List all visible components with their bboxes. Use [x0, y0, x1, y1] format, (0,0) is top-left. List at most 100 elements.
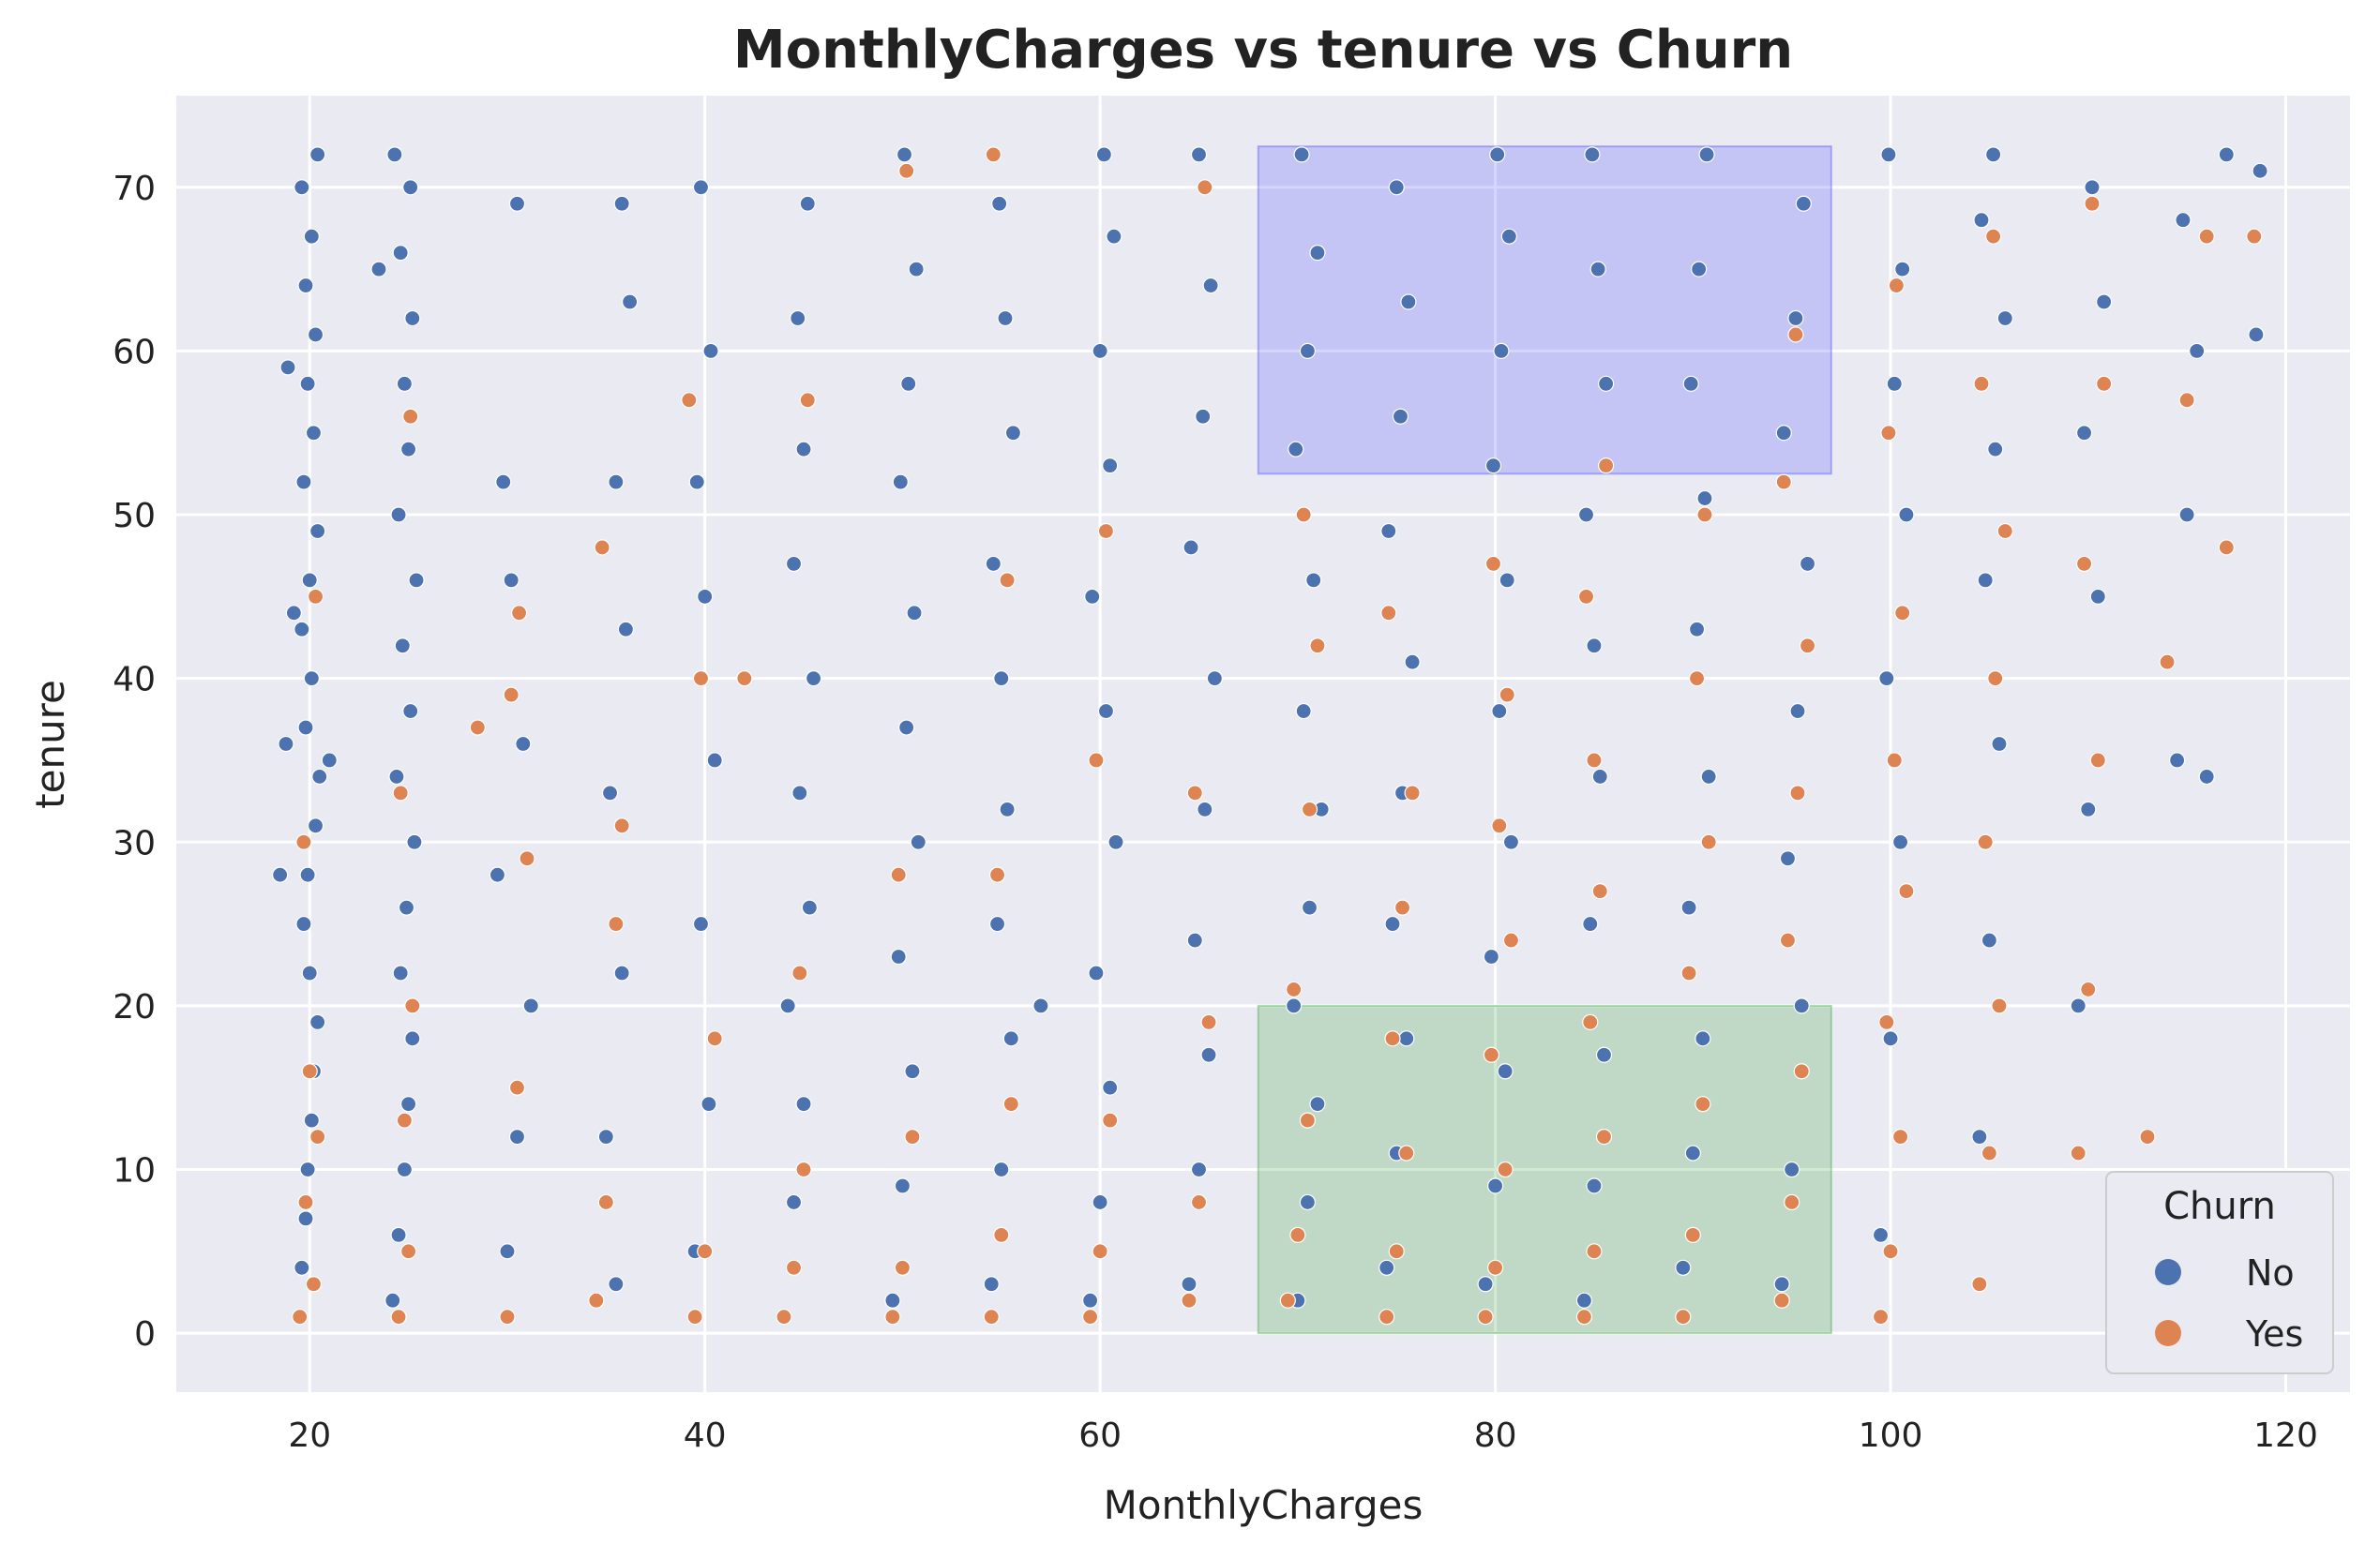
- data-point-no: [1400, 293, 1417, 310]
- data-point-no: [1680, 899, 1697, 916]
- data-point-no: [309, 522, 326, 540]
- y-tick-label: 0: [134, 1315, 156, 1354]
- data-point-no: [1102, 457, 1119, 474]
- data-point-no: [1293, 146, 1310, 163]
- data-point-yes: [988, 866, 1006, 883]
- x-tick-label: 60: [1078, 1417, 1122, 1455]
- data-point-no: [1299, 1193, 1317, 1211]
- data-point-yes: [2218, 539, 2235, 556]
- data-point-no: [1398, 1030, 1415, 1047]
- data-point-no: [295, 915, 312, 933]
- data-point-no: [900, 375, 917, 392]
- data-point-yes: [1985, 228, 2002, 245]
- data-point-yes: [1404, 785, 1421, 802]
- data-point-no: [1700, 768, 1717, 786]
- data-point-no: [1388, 179, 1405, 196]
- data-point-yes: [985, 146, 1002, 163]
- data-point-no: [1206, 670, 1223, 687]
- data-point-no: [1092, 342, 1108, 360]
- data-point-no: [1004, 425, 1022, 442]
- data-point-no: [1985, 146, 2002, 163]
- data-point-yes: [2096, 375, 2113, 392]
- highlight-region-low-tenure-band: [1257, 1004, 1832, 1335]
- data-point-yes: [1779, 932, 1797, 949]
- data-point-no: [295, 473, 312, 490]
- data-point-yes: [1894, 605, 1911, 622]
- data-point-yes: [1789, 785, 1806, 802]
- data-point-no: [1186, 932, 1203, 949]
- data-point-no: [2096, 293, 2113, 310]
- data-point-no: [1305, 572, 1322, 589]
- data-point-no: [390, 506, 407, 523]
- data-point-yes: [1991, 997, 2008, 1014]
- y-tick-label: 50: [113, 497, 156, 535]
- data-point-no: [406, 833, 423, 850]
- data-point-no: [790, 309, 806, 327]
- data-point-no: [1977, 572, 1994, 589]
- y-tick-label: 70: [113, 170, 156, 208]
- data-point-no: [508, 1128, 526, 1146]
- data-point-yes: [2178, 392, 2195, 409]
- data-point-yes: [1384, 1030, 1401, 1047]
- data-point-yes: [736, 670, 753, 687]
- data-point-no: [697, 588, 714, 605]
- data-point-no: [1698, 146, 1715, 163]
- data-point-yes: [898, 162, 915, 179]
- y-tick-label: 10: [113, 1152, 156, 1191]
- data-point-yes: [1002, 1096, 1019, 1113]
- data-point-no: [394, 637, 411, 654]
- data-point-no: [499, 1243, 516, 1260]
- data-point-no: [1589, 261, 1606, 277]
- data-point-no: [1286, 997, 1303, 1014]
- data-point-no: [1586, 637, 1603, 654]
- data-point-yes: [1398, 1145, 1415, 1162]
- data-point-yes: [404, 997, 421, 1014]
- data-point-no: [1971, 1128, 1988, 1146]
- data-point-no: [2084, 179, 2101, 196]
- data-point-no: [1691, 261, 1708, 277]
- data-point-yes: [2246, 228, 2263, 245]
- data-point-yes: [904, 1128, 921, 1146]
- data-point-no: [1696, 489, 1713, 507]
- data-point-yes: [993, 1226, 1010, 1243]
- data-point-yes: [307, 588, 324, 605]
- data-point-yes: [1484, 555, 1502, 573]
- data-point-no: [2075, 425, 2093, 442]
- data-point-yes: [1088, 752, 1105, 769]
- x-tick-label: 80: [1474, 1417, 1517, 1455]
- data-point-no: [1795, 195, 1812, 212]
- data-point-yes: [1378, 1309, 1395, 1326]
- data-point-no: [1082, 1292, 1099, 1309]
- data-point-no: [706, 752, 723, 769]
- data-point-no: [272, 866, 289, 883]
- data-point-no: [1793, 997, 1810, 1014]
- data-point-no: [2218, 146, 2235, 163]
- data-point-no: [402, 179, 419, 196]
- data-point-no: [1894, 261, 1911, 277]
- data-point-no: [301, 965, 318, 982]
- data-point-no: [396, 375, 413, 392]
- data-point-no: [1202, 277, 1219, 294]
- data-point-no: [1595, 1046, 1613, 1063]
- data-point-no: [1477, 1276, 1494, 1293]
- data-point-no: [795, 441, 812, 457]
- data-point-no: [1378, 1259, 1395, 1276]
- data-point-no: [791, 785, 808, 802]
- legend-marker-yes: [2155, 1320, 2181, 1346]
- data-point-no: [1775, 425, 1792, 442]
- data-point-no: [400, 1096, 417, 1113]
- data-point-no: [1584, 146, 1601, 163]
- data-point-no: [613, 195, 630, 212]
- data-point-yes: [1784, 1193, 1800, 1211]
- data-point-no: [613, 965, 630, 982]
- data-point-yes: [1499, 686, 1515, 703]
- legend-marker-no: [2155, 1259, 2181, 1285]
- data-point-no: [1497, 1063, 1514, 1080]
- data-point-no: [1499, 572, 1515, 589]
- data-point-no: [1575, 1292, 1593, 1309]
- data-point-no: [1190, 1161, 1208, 1178]
- data-point-no: [2070, 997, 2086, 1014]
- data-point-no: [1309, 245, 1326, 262]
- data-point-no: [1586, 1177, 1603, 1194]
- data-point-no: [904, 1063, 921, 1080]
